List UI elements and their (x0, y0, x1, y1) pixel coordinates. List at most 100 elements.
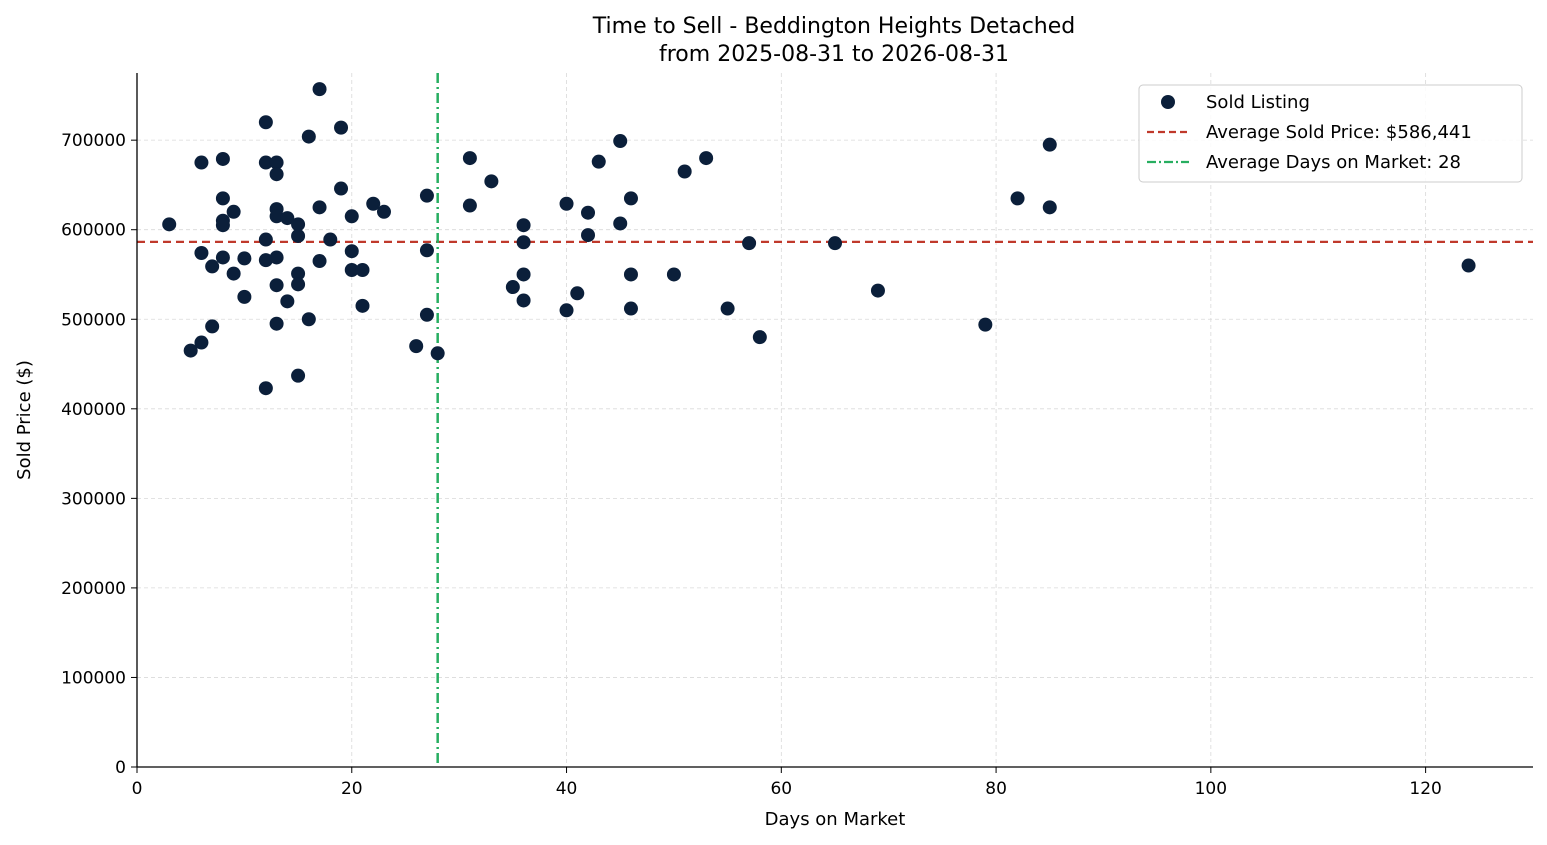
data-point (215, 250, 230, 265)
y-tick-label: 100000 (61, 668, 126, 688)
data-point (237, 289, 252, 304)
data-point (677, 164, 692, 179)
x-tick-label: 60 (770, 779, 792, 799)
reference-lines (137, 73, 1533, 767)
data-point (215, 151, 230, 166)
chart-title: Time to Sell - Beddington Heights Detach… (592, 14, 1075, 39)
x-tick-label: 100 (1195, 779, 1227, 799)
legend-label-sold-listing: Sold Listing (1206, 92, 1310, 113)
data-point (505, 280, 520, 295)
data-point (194, 245, 209, 260)
data-point (344, 263, 359, 278)
data-point (581, 205, 596, 220)
legend-box (1138, 84, 1523, 183)
data-point (978, 317, 993, 332)
data-point (752, 330, 767, 345)
x-axis-label: Days on Market (765, 809, 906, 830)
data-point (613, 216, 628, 231)
data-point (334, 181, 349, 196)
data-point (269, 278, 284, 293)
data-point (1042, 200, 1057, 215)
data-point (280, 294, 295, 309)
data-point (291, 266, 306, 281)
data-point (269, 316, 284, 331)
legend-label-avg-days: Average Days on Market: 28 (1206, 152, 1461, 173)
data-point (516, 267, 531, 282)
y-tick-label: 500000 (61, 310, 126, 330)
data-point (355, 298, 370, 313)
data-points (162, 82, 1476, 396)
data-point (215, 218, 230, 233)
data-point (269, 250, 284, 265)
x-tick-label: 120 (1409, 779, 1441, 799)
data-point (258, 253, 273, 268)
data-point (162, 217, 177, 232)
data-point (570, 286, 585, 301)
x-tick-label: 20 (341, 779, 363, 799)
data-point (312, 200, 327, 215)
data-point (344, 244, 359, 259)
data-point (226, 266, 241, 281)
data-point (462, 151, 477, 166)
data-point (581, 228, 596, 243)
data-point (376, 204, 391, 219)
data-point (183, 343, 198, 358)
y-axis-ticks: 0 100000 200000 300000 400000 500000 600000 700… (61, 131, 137, 778)
y-tick-label: 700000 (61, 131, 126, 151)
data-point (516, 218, 531, 233)
legend-marker-sold-listing (1161, 95, 1175, 109)
data-point (409, 339, 424, 354)
data-point (291, 228, 306, 243)
data-point (280, 211, 295, 226)
x-tick-label: 0 (132, 779, 143, 799)
data-point (430, 346, 445, 361)
data-point (301, 129, 316, 144)
data-point (291, 368, 306, 383)
data-point (559, 196, 574, 211)
y-axis-label: Sold Price ($) (14, 360, 35, 480)
data-point (623, 301, 638, 316)
data-point (870, 283, 885, 298)
data-point (591, 154, 606, 169)
data-point (258, 232, 273, 247)
y-tick-label: 200000 (61, 579, 126, 599)
data-point (419, 188, 434, 203)
data-point (419, 243, 434, 258)
data-point (205, 259, 220, 274)
data-point (334, 120, 349, 135)
data-point (623, 191, 638, 206)
data-point (344, 209, 359, 224)
data-point (258, 115, 273, 130)
data-point (1042, 137, 1057, 152)
data-point (666, 267, 681, 282)
y-tick-label: 400000 (61, 400, 126, 420)
data-point (1461, 258, 1476, 273)
legend-label-avg-price: Average Sold Price: $586,441 (1206, 122, 1472, 143)
data-point (623, 267, 638, 282)
data-point (269, 155, 284, 170)
data-point (1010, 191, 1025, 206)
x-tick-label: 80 (985, 779, 1007, 799)
data-point (366, 196, 381, 211)
data-point (742, 236, 757, 251)
y-tick-label: 300000 (61, 489, 126, 509)
data-point (419, 307, 434, 322)
chart-subtitle: from 2025-08-31 to 2026-08-31 (659, 42, 1009, 67)
data-point (291, 217, 306, 232)
data-point (355, 263, 370, 278)
data-point (312, 254, 327, 269)
data-point (269, 209, 284, 224)
data-point (215, 191, 230, 206)
data-point (720, 301, 735, 316)
data-point (269, 167, 284, 182)
data-point (291, 277, 306, 292)
data-point (484, 174, 499, 189)
data-point (462, 198, 477, 213)
data-point (613, 134, 628, 149)
data-point (323, 232, 338, 247)
data-point (258, 155, 273, 170)
data-point (237, 251, 252, 266)
legend: Sold Listing Average Sold Price: $586,44… (1138, 84, 1523, 183)
x-axis-ticks: 0 20 40 60 80 100 120 (132, 767, 1442, 799)
